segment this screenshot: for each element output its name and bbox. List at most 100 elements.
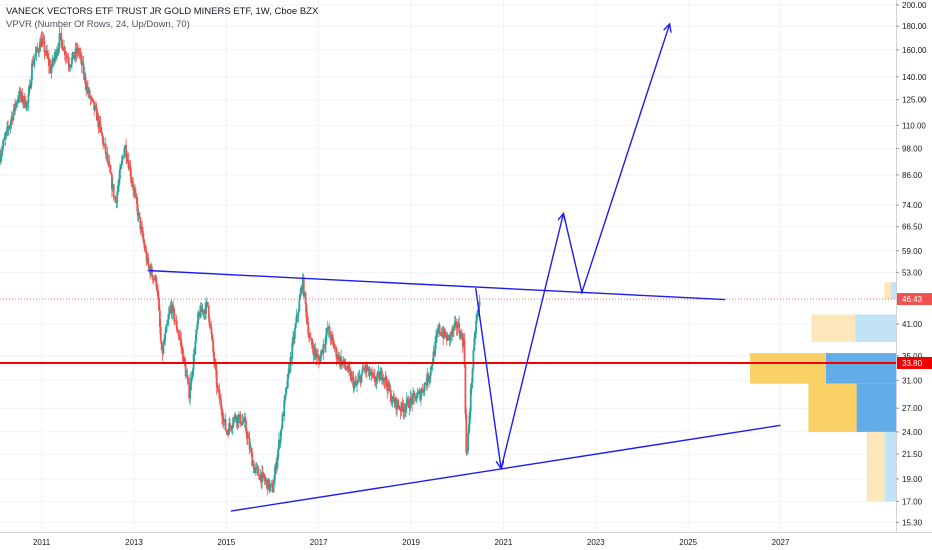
candle-body [439, 332, 442, 334]
candle-body [46, 50, 48, 57]
candle [67, 52, 70, 72]
candle-body [143, 243, 146, 251]
candle-body [465, 413, 468, 453]
candle-body [268, 479, 271, 490]
candle-body [155, 276, 158, 288]
candle [300, 284, 302, 296]
candle-body [428, 375, 431, 379]
candle-body [55, 52, 58, 58]
candle [357, 370, 360, 381]
candle-body [159, 326, 162, 342]
candle-body [269, 484, 271, 490]
candle [180, 332, 183, 355]
candle-body [7, 127, 9, 129]
price-tick-label: 66.50 [902, 223, 923, 232]
candle [244, 412, 247, 422]
symbol-title: VANECK VECTORS ETF TRUST JR GOLD MINERS … [6, 6, 319, 17]
candle [476, 309, 479, 318]
candle-body [422, 391, 425, 393]
candle-body [35, 48, 38, 54]
candle [73, 55, 76, 61]
candle [251, 447, 254, 466]
candle-body [167, 314, 170, 320]
candle-body [373, 374, 375, 376]
candle-body [184, 364, 187, 377]
candle [139, 216, 142, 235]
candle-body [431, 362, 434, 367]
candle-body [142, 238, 145, 244]
candle-body [38, 51, 40, 53]
candle-body [349, 368, 351, 372]
candle-body [232, 418, 235, 425]
time-tick-label: 2017 [310, 538, 328, 547]
candle-body [333, 342, 335, 349]
candle [205, 297, 207, 320]
candle-body [467, 432, 469, 451]
candle-body [357, 379, 359, 383]
candle-body [117, 185, 120, 192]
candle [5, 130, 8, 140]
candle-body [224, 419, 227, 431]
candle-body [94, 106, 96, 111]
candle [102, 134, 104, 150]
candle-body [229, 423, 231, 427]
candle-body [410, 397, 413, 399]
candle [389, 384, 392, 404]
candle-body [466, 450, 469, 453]
candle-body [118, 178, 120, 186]
candle [285, 386, 287, 399]
candle-body [180, 338, 183, 347]
candle-body [314, 348, 317, 354]
price-tick-label: 21.50 [902, 450, 923, 459]
candle [407, 395, 410, 409]
candle-body [175, 320, 178, 330]
candle [141, 220, 144, 233]
candle-body [172, 304, 175, 309]
candle-body [381, 371, 383, 381]
candle-body [219, 398, 222, 401]
last-price-tag [897, 293, 932, 306]
candle-body [195, 329, 198, 341]
candle [16, 94, 19, 108]
candle-body [1, 145, 4, 152]
candle-body [256, 467, 259, 469]
candle-body [257, 468, 260, 476]
candle-body [187, 378, 190, 383]
candle [213, 347, 215, 369]
candle-body [157, 290, 159, 298]
candle [94, 105, 96, 112]
candle-body [199, 306, 202, 318]
candle [33, 57, 36, 69]
candle-body [245, 420, 247, 432]
candle [64, 51, 67, 65]
candle-body [8, 125, 11, 129]
candle-body [478, 301, 481, 306]
candle-body [130, 176, 133, 181]
candle-body [196, 324, 199, 330]
vp-down-bar-1 [811, 314, 856, 343]
candle-body [238, 416, 240, 423]
price-axis-bg [896, 0, 932, 550]
candle-body [64, 55, 67, 57]
candle-body [13, 104, 16, 112]
candle [247, 432, 250, 439]
candle-body [317, 355, 319, 358]
candle-body [5, 131, 8, 136]
vp-down-bar-2 [750, 353, 826, 384]
candle-body [211, 334, 214, 341]
candle-body [348, 365, 350, 369]
candle [79, 47, 81, 61]
candle-body [79, 52, 81, 55]
candle-body [188, 382, 191, 399]
candle [371, 366, 374, 379]
candle-body [463, 339, 466, 366]
candle-body [135, 196, 138, 205]
time-tick-label: 2013 [125, 538, 143, 547]
candle-body [446, 335, 449, 341]
candle-body [141, 226, 144, 231]
candle [110, 164, 112, 175]
candle-body [158, 297, 160, 311]
candle-body [416, 393, 419, 398]
candle-body [292, 337, 295, 343]
